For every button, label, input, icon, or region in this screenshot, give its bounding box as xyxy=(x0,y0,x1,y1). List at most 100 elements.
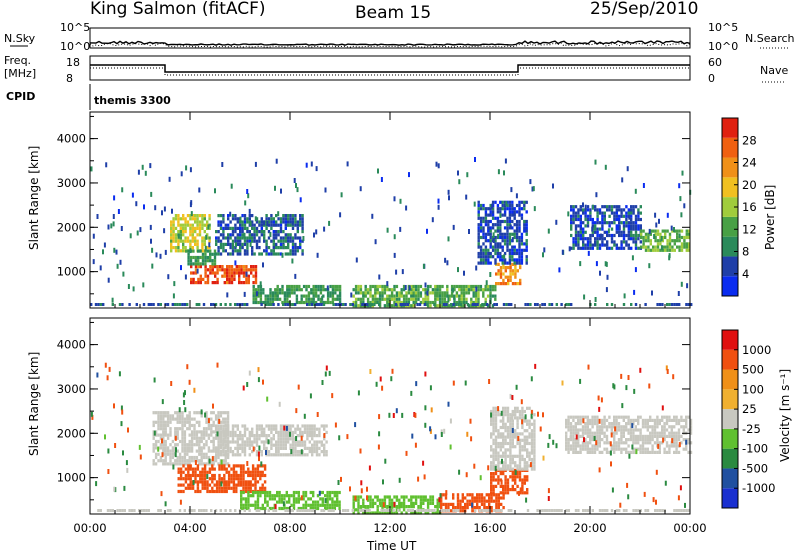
heatmap-cell xyxy=(209,249,212,253)
heatmap-cell xyxy=(393,304,396,308)
heatmap-cell xyxy=(216,281,219,285)
scatter-echo xyxy=(604,164,607,170)
heatmap-cell xyxy=(649,434,652,438)
heatmap-cell xyxy=(183,430,187,434)
heatmap-cell xyxy=(656,425,659,429)
heatmap-cell xyxy=(492,454,495,458)
heatmap-cell xyxy=(501,232,504,236)
heatmap-cell xyxy=(577,243,580,247)
heatmap-cell xyxy=(579,422,582,426)
heatmap-cell xyxy=(292,490,296,495)
scatter-echo xyxy=(611,487,614,493)
heatmap-cell xyxy=(677,422,681,426)
heatmap-cell xyxy=(484,207,488,211)
heatmap-cell xyxy=(174,433,177,437)
heatmap-cell xyxy=(516,282,519,286)
heatmap-cell xyxy=(572,237,575,241)
heatmap-cell xyxy=(255,453,259,457)
heatmap-cell xyxy=(688,232,691,236)
heatmap-cell xyxy=(210,433,213,437)
heatmap-cell xyxy=(495,502,498,506)
scatter-echo xyxy=(90,166,93,172)
scatter-echo xyxy=(185,165,188,171)
heatmap-cell xyxy=(222,214,225,218)
heatmap-cell xyxy=(254,277,258,281)
heatmap-cell xyxy=(400,511,403,515)
heatmap-cell xyxy=(514,432,517,436)
heatmap-cell xyxy=(613,211,616,215)
heatmap-cell xyxy=(198,220,202,224)
heatmap-cell xyxy=(656,415,659,419)
heatmap-cell xyxy=(331,300,335,305)
heatmap-cell xyxy=(632,434,635,438)
heatmap-cell xyxy=(255,246,259,250)
heatmap-cell xyxy=(260,223,263,227)
heatmap-cell xyxy=(496,255,500,259)
scatter-echo xyxy=(500,479,503,485)
heatmap-cell xyxy=(605,438,609,442)
heatmap-cell xyxy=(259,300,263,305)
heatmap-cell xyxy=(574,441,577,445)
heatmap-cell xyxy=(642,235,645,240)
heatmap-cell xyxy=(251,477,255,481)
heatmap-cell xyxy=(689,431,693,435)
heatmap-cell xyxy=(203,483,207,487)
heatmap-cell xyxy=(651,434,654,438)
scatter-echo xyxy=(143,204,145,210)
heatmap-cell xyxy=(300,294,303,298)
heatmap-cell xyxy=(240,494,243,498)
heatmap-cell xyxy=(668,248,672,252)
heatmap-cell xyxy=(572,246,575,250)
heatmap-cell xyxy=(625,221,628,225)
heatmap-cell xyxy=(675,447,678,451)
heatmap-cell xyxy=(296,450,299,454)
heatmap-cell xyxy=(520,213,524,217)
scatter-echo xyxy=(561,380,564,386)
heatmap-cell xyxy=(407,297,411,301)
scatter-echo xyxy=(235,242,237,248)
heatmap-cell xyxy=(506,261,509,265)
heatmap-cell xyxy=(269,291,272,295)
heatmap-cell xyxy=(582,243,585,247)
scatter-echo xyxy=(621,177,624,183)
heatmap-cell xyxy=(489,213,492,217)
heatmap-cell xyxy=(293,288,296,292)
heatmap-cell xyxy=(492,438,495,442)
heatmap-cell xyxy=(381,297,384,301)
scatter-echo xyxy=(121,409,124,415)
heatmap-cell xyxy=(284,434,287,438)
heatmap-cell xyxy=(266,490,269,495)
heatmap-cell xyxy=(162,449,165,453)
heatmap-cell xyxy=(213,483,216,487)
heatmap-cell xyxy=(497,496,500,500)
scatter-echo xyxy=(150,191,153,197)
heatmap-cell xyxy=(206,246,209,250)
scatter-echo xyxy=(294,273,297,279)
heatmap-cell xyxy=(194,242,197,246)
heatmap-cell xyxy=(484,216,488,220)
scatter-echo xyxy=(255,291,258,297)
ground-echo xyxy=(682,509,686,512)
heatmap-cell xyxy=(482,207,485,211)
heatmap-cell xyxy=(255,226,259,230)
heatmap-cell xyxy=(267,252,271,256)
heatmap-cell xyxy=(362,294,365,298)
scatter-echo xyxy=(434,434,437,440)
heatmap-cell xyxy=(260,434,263,438)
heatmap-cell xyxy=(647,248,650,252)
scatter-echo xyxy=(164,501,167,507)
heatmap-cell xyxy=(596,438,599,442)
heatmap-cell xyxy=(203,486,207,490)
heatmap-cell xyxy=(247,506,250,511)
heatmap-cell xyxy=(201,467,204,471)
heatmap-cell xyxy=(494,216,497,220)
heatmap-cell xyxy=(295,300,299,305)
heatmap-cell xyxy=(315,440,319,444)
scatter-echo xyxy=(614,426,617,432)
heatmap-cell xyxy=(381,294,384,298)
heatmap-cell xyxy=(286,294,289,298)
heatmap-cell xyxy=(174,249,178,253)
heatmap-cell xyxy=(574,205,578,209)
scatter-echo xyxy=(684,502,686,508)
